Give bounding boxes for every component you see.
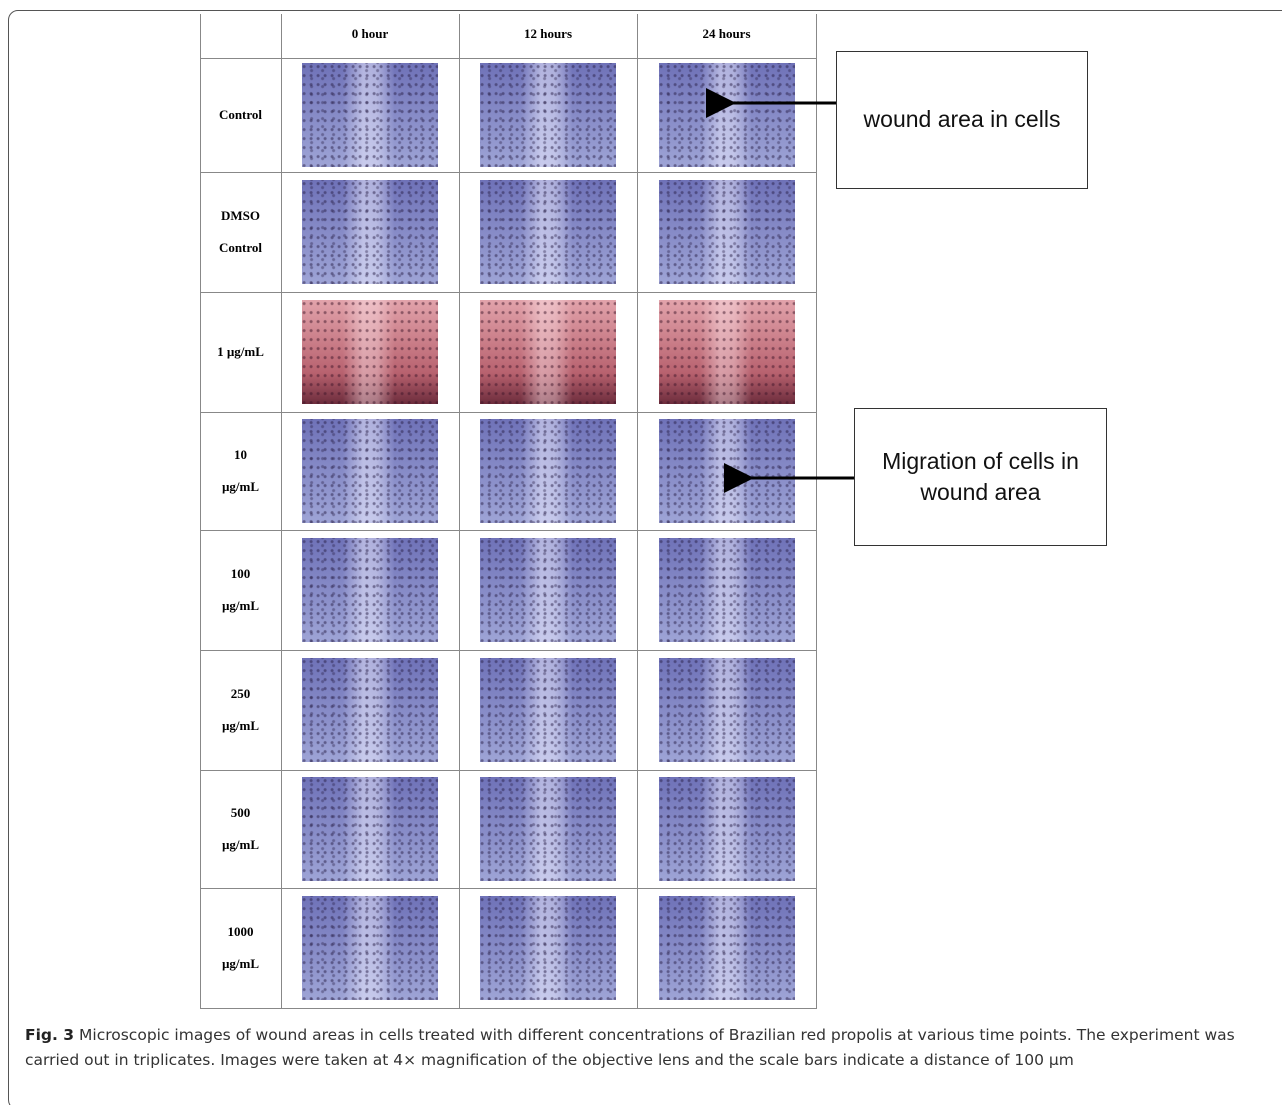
- micrograph: [658, 300, 795, 404]
- table-cell: [637, 888, 817, 1009]
- micrograph: [480, 777, 616, 881]
- row-label-line: 1000: [227, 924, 254, 939]
- micrograph: [658, 658, 795, 762]
- micrograph: [658, 180, 795, 284]
- micrograph: [302, 419, 438, 523]
- row-label-line: 100: [230, 566, 251, 581]
- micrograph: [480, 63, 616, 167]
- row-label: 1 µg/mL: [200, 336, 281, 368]
- row-label-line: DMSO: [221, 208, 260, 223]
- row-label-line: µg/mL: [221, 479, 260, 494]
- annotation-box: Migration of cells in wound area: [854, 408, 1107, 546]
- row-label: 250 µg/mL: [200, 678, 281, 742]
- row-label-line: 10: [234, 447, 247, 462]
- row-label: 100 µg/mL: [200, 558, 281, 622]
- row-label-line: µg/mL: [221, 598, 260, 613]
- row-label: DMSO Control: [200, 200, 281, 264]
- row-label-line: 250: [230, 686, 251, 701]
- micrograph: [302, 896, 438, 1000]
- annotation-box: wound area in cells: [836, 51, 1088, 189]
- column-header: 0 hour: [351, 26, 389, 41]
- row-label-line: 500: [230, 805, 251, 820]
- row-label-line: µg/mL: [221, 837, 260, 852]
- caption-label: Fig. 3: [25, 1026, 75, 1044]
- micrograph: [658, 538, 795, 642]
- row-label-line: Control: [218, 107, 263, 122]
- micrograph: [480, 300, 616, 404]
- column-header: 24 hours: [702, 26, 751, 41]
- micrograph: [480, 180, 616, 284]
- row-label: 10 µg/mL: [200, 439, 281, 503]
- caption-text: Microscopic images of wound areas in cel…: [25, 1026, 1235, 1069]
- micrograph: [480, 658, 616, 762]
- micrograph: [658, 777, 795, 881]
- micrograph: [302, 538, 438, 642]
- caption: Fig. 3 Microscopic images of wound areas…: [25, 1023, 1260, 1073]
- micrograph: [302, 658, 438, 762]
- micrograph: [480, 896, 616, 1000]
- row-label-line: µg/mL: [221, 718, 260, 733]
- micrograph: [302, 63, 438, 167]
- figure-frame: [8, 10, 1282, 1105]
- row-label: 500 µg/mL: [200, 797, 281, 861]
- row-label: 1000 µg/mL: [200, 916, 281, 980]
- row-label-line: Control: [218, 240, 263, 255]
- row-label: Control: [200, 99, 281, 131]
- micrograph: [302, 777, 438, 881]
- micrograph: [302, 300, 438, 404]
- row-label-line: µg/mL: [221, 956, 260, 971]
- column-header: 12 hours: [523, 26, 573, 41]
- micrograph: [658, 896, 795, 1000]
- row-label-line: 1 µg/mL: [217, 344, 264, 359]
- micrograph: [302, 180, 438, 284]
- micrograph: [480, 419, 616, 523]
- micrograph: [480, 538, 616, 642]
